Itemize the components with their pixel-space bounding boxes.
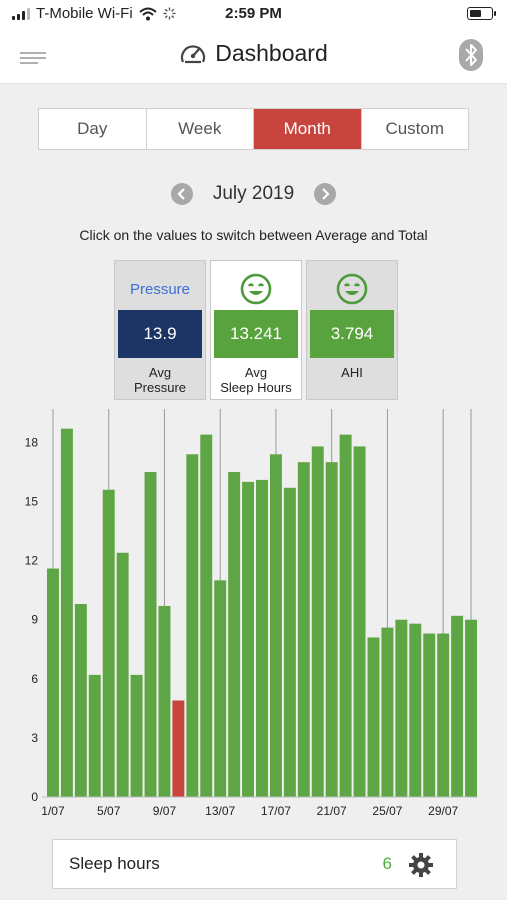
status-time: 2:59 PM [225,5,282,22]
happy-face-icon [240,273,272,305]
tab-day[interactable]: Day [39,109,147,149]
bar-11/07 [186,454,199,797]
bar-25/07 [381,627,394,797]
status-left: T-Mobile Wi-Fi [12,5,176,22]
bar-15/07 [242,481,255,797]
bar-22/07 [339,434,352,797]
bar-10/07 [172,700,185,797]
ahi-card-caption: AHI [341,365,363,380]
bar-31/07 [465,619,477,797]
x-tick-label: 29/07 [428,804,458,818]
previous-month-button[interactable] [170,183,193,205]
period-tabs: Day Week Month Custom [38,108,469,150]
metric-selector-value: 6 [382,854,392,873]
y-tick-label: 0 [31,790,38,804]
tab-month[interactable]: Month [254,109,362,149]
y-tick-label: 9 [31,613,38,627]
next-month-button[interactable] [314,183,337,205]
bar-3/07 [74,603,87,797]
x-tick-label: 9/07 [153,804,177,818]
sleep-hours-card[interactable]: 13.241 Avg Sleep Hours [210,260,302,400]
ahi-card[interactable]: 3.794 AHI [306,260,398,400]
pressure-card-label: Pressure [129,280,191,298]
metric-selector-label: Sleep hours [69,854,160,873]
y-tick-label: 3 [31,731,38,745]
wifi-icon [139,7,157,20]
month-selector: July 2019 [0,183,507,205]
hint-text: Click on the values to switch between Av… [79,227,428,243]
bar-30/07 [451,615,464,797]
bar-27/07 [409,623,422,797]
sleep-hours-card-caption: Avg Sleep Hours [220,365,292,395]
bar-7/07 [130,674,143,797]
x-tick-label: 13/07 [205,804,235,818]
bar-13/07 [214,580,227,797]
bar-28/07 [423,633,436,797]
bluetooth-icon[interactable] [459,39,483,71]
page-title: Dashboard [0,40,507,67]
bar-16/07 [256,479,268,797]
y-tick-label: 15 [25,495,39,509]
gear-icon[interactable] [408,852,434,878]
tab-week[interactable]: Week [147,109,254,149]
happy-face-icon [336,273,368,305]
x-tick-label: 21/07 [317,804,347,818]
x-tick-label: 5/07 [97,804,121,818]
bar-1/07 [47,568,59,797]
month-label: July 2019 [212,183,295,204]
loading-spinner-icon [163,7,176,20]
bar-26/07 [395,619,408,797]
menu-icon[interactable] [20,52,46,66]
x-tick-label: 25/07 [372,804,402,818]
bar-23/07 [353,446,366,797]
metric-selector-field[interactable]: Sleep hours 6 [52,839,457,889]
bar-21/07 [325,462,338,797]
bar-5/07 [102,489,115,797]
bar-2/07 [60,428,73,797]
bar-19/07 [297,462,310,797]
bar-8/07 [144,472,157,797]
tab-custom[interactable]: Custom [385,119,445,138]
ahi-card-value: 3.794 [310,310,394,358]
nav-bar: Dashboard [0,28,507,84]
pressure-card-caption: Avg Pressure [133,365,187,395]
bar-20/07 [311,446,324,797]
bar-17/07 [269,454,282,797]
gauge-icon [181,44,206,63]
bar-9/07 [158,605,171,797]
sleep-hours-bar-chart: 0 3 6 9 12 15 18 1/07 5/07 9/07 13/07 17/07 21/07 25/… [25,409,478,818]
chevron-left-icon [177,188,185,200]
bar-29/07 [437,633,450,797]
pressure-card-value: 13.9 [118,310,202,358]
bar-18/07 [283,487,296,797]
x-tick-label: 1/07 [41,804,65,818]
status-bar: T-Mobile Wi-Fi 2:59 PM [0,0,507,28]
metric-cards: Pressure 13.9 Avg Pressure 13.241 Avg Sl… [114,260,398,400]
bar-12/07 [200,434,213,797]
bar-4/07 [88,674,101,797]
page-title-text: Dashboard [215,40,328,66]
y-tick-label: 6 [31,672,38,686]
sleep-hours-card-value: 13.241 [214,310,298,358]
signal-icon [12,7,30,20]
bar-14/07 [228,472,241,797]
battery-icon [467,7,496,20]
pressure-card[interactable]: Pressure 13.9 Avg Pressure [114,260,206,400]
x-tick-label: 17/07 [261,804,291,818]
carrier-label: T-Mobile Wi-Fi [36,5,133,22]
bar-24/07 [367,637,380,797]
y-tick-label: 18 [25,435,39,449]
bar-6/07 [116,552,129,797]
chevron-right-icon [322,188,330,200]
y-tick-label: 12 [25,554,39,568]
